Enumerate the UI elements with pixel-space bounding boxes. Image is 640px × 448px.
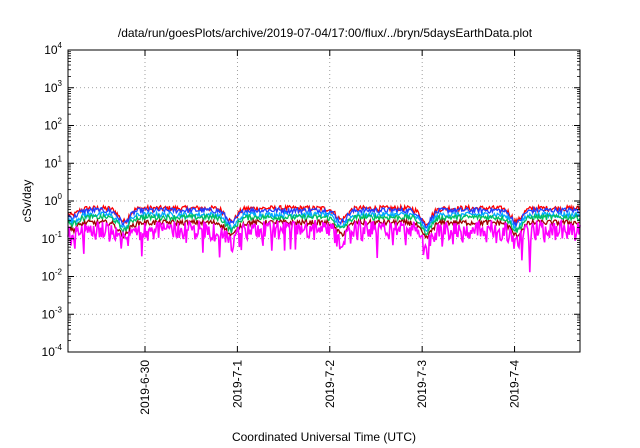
grid — [68, 50, 580, 352]
series-line — [67, 212, 581, 236]
y-tick-label: 104 — [44, 41, 62, 57]
y-tick-label: 10-2 — [42, 268, 63, 284]
y-tick-label: 100 — [44, 192, 62, 208]
x-tick-label: 2019-7-3 — [415, 360, 429, 408]
series-line — [67, 218, 581, 273]
y-tick-label: 10-1 — [42, 230, 63, 246]
y-axis: 10-4 10-3 10-2 10-1 100 101 102 103 104 — [42, 41, 580, 359]
y-axis-label: cSv/day — [20, 180, 34, 223]
x-tick-label: 2019-7-1 — [230, 360, 244, 408]
y-tick-label: 10-4 — [42, 343, 63, 359]
x-tick-label: 2019-6-30 — [138, 360, 152, 415]
y-tick-label: 102 — [44, 117, 62, 133]
x-tick-label: 2019-7-4 — [508, 360, 522, 408]
chart-title: /data/run/goesPlots/archive/2019-07-04/1… — [118, 26, 533, 40]
y-tick-label: 103 — [44, 79, 62, 95]
x-tick-label: 2019-7-2 — [323, 360, 337, 408]
series-line — [67, 209, 581, 232]
x-axis-label: Coordinated Universal Time (UTC) — [232, 430, 416, 444]
y-tick-label: 101 — [44, 154, 62, 170]
x-axis: 2019-6-30 2019-7-1 2019-7-2 2019-7-3 2019-7-… — [138, 50, 522, 415]
series-line — [67, 203, 581, 228]
series-group — [67, 203, 581, 273]
y-tick-label: 10-3 — [42, 305, 63, 321]
series-line — [67, 205, 581, 229]
